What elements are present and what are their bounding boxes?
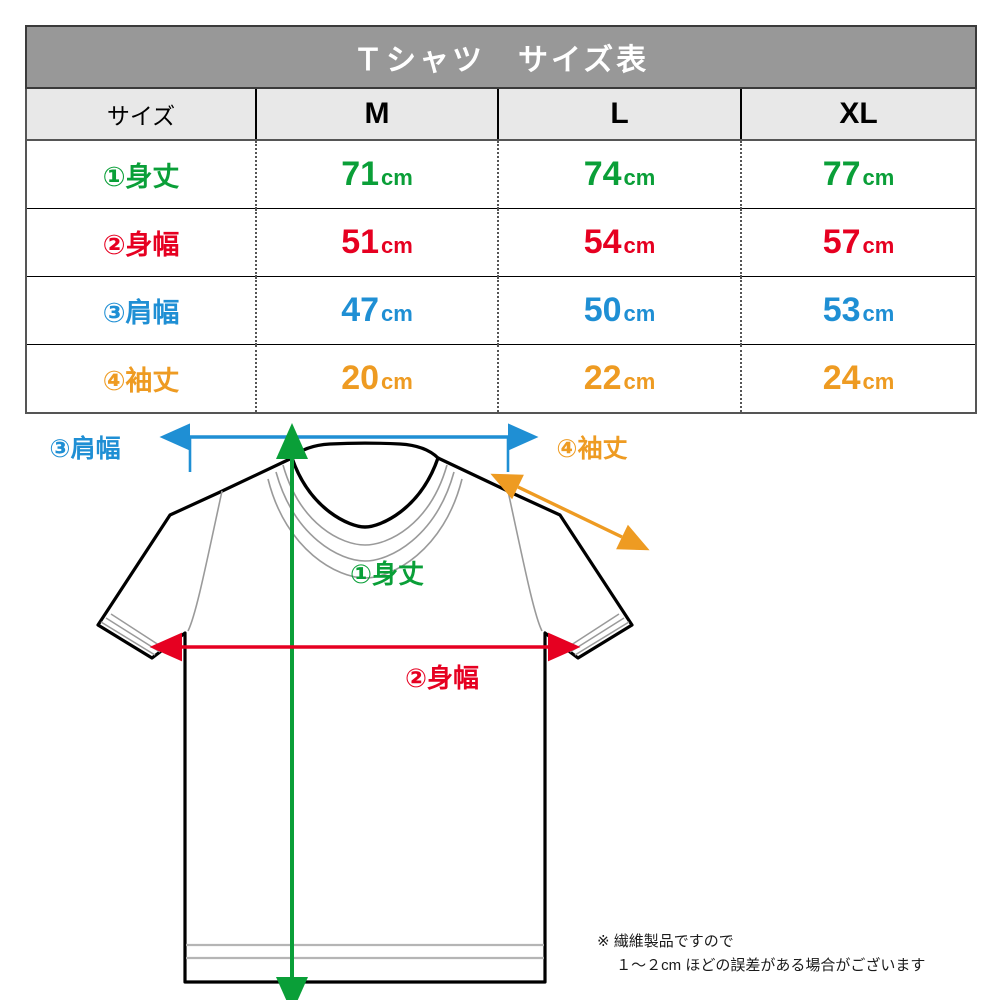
value-text: 71 xyxy=(341,155,380,193)
unit-text: cm xyxy=(623,233,656,258)
body-length-label: ①身丈 xyxy=(350,559,424,589)
cell-body-width-l: 54cm xyxy=(498,208,742,277)
table-row: ③肩幅 47cm 50cm 53cm xyxy=(25,276,978,345)
unit-text: cm xyxy=(623,369,656,394)
column-header-l: L xyxy=(497,88,742,141)
column-header-size: サイズ xyxy=(25,88,257,141)
unit-text: cm xyxy=(623,165,656,190)
row-label-body-length: ①身丈 xyxy=(25,140,257,209)
value-text: 22 xyxy=(583,359,622,397)
value-text: 20 xyxy=(341,359,380,397)
unit-text: cm xyxy=(381,369,413,394)
note-line-1: ※ 繊維製品ですので xyxy=(597,933,734,950)
sleeve-hem-left-1 xyxy=(100,621,156,656)
shirt-outline xyxy=(96,441,634,984)
shoulder-width-measure: ③肩幅 xyxy=(49,423,539,472)
value-text: 57 xyxy=(822,223,861,261)
cell-body-length-l: 74cm xyxy=(498,140,742,209)
body-length-measure: ①身丈 xyxy=(276,423,424,1000)
table-title-row: Ｔシャツ サイズ表 xyxy=(24,25,978,89)
cell-sleeve-length-m: 20cm xyxy=(256,344,499,414)
value-text: 51 xyxy=(341,223,380,261)
cell-body-width-m: 51cm xyxy=(256,208,499,277)
column-header-m: M xyxy=(255,88,499,141)
table-row: ④袖丈 20cm 22cm 24cm xyxy=(25,344,978,414)
body-width-measure: ②身幅 xyxy=(149,632,581,693)
cell-shoulder-width-l: 50cm xyxy=(498,276,742,345)
unit-text: cm xyxy=(623,301,656,326)
table-header-row: サイズ M L XL xyxy=(25,88,978,141)
table-row: ①身丈 71cm 74cm 77cm xyxy=(25,140,978,209)
cell-shoulder-width-xl: 53cm xyxy=(741,276,978,345)
value-text: 53 xyxy=(822,291,861,329)
value-text: 77 xyxy=(822,155,861,193)
shoulder-width-label: ③肩幅 xyxy=(49,434,120,463)
value-text: 47 xyxy=(341,291,380,329)
note-line-2: １〜２cm ほどの誤差がある場合がございます xyxy=(597,957,926,974)
unit-text: cm xyxy=(862,233,895,258)
table-row: ②身幅 51cm 54cm 57cm xyxy=(25,208,978,277)
cell-body-width-xl: 57cm xyxy=(741,208,978,277)
value-text: 50 xyxy=(583,291,622,329)
column-header-xl: XL xyxy=(739,88,978,141)
cell-body-length-xl: 77cm xyxy=(741,140,978,209)
chart-title: Ｔシャツ サイズ表 xyxy=(24,25,978,89)
size-chart-table: Ｔシャツ サイズ表 サイズ M L XL ①身丈 71cm 74cm 77cm … xyxy=(24,25,978,414)
unit-text: cm xyxy=(381,301,413,326)
tshirt-illustration xyxy=(96,441,634,984)
unit-text: cm xyxy=(381,165,413,190)
unit-text: cm xyxy=(381,233,413,258)
value-text: 54 xyxy=(583,223,622,261)
sleeve-length-measure: ④袖丈 xyxy=(490,434,650,551)
unit-text: cm xyxy=(862,301,895,326)
cell-sleeve-length-l: 22cm xyxy=(498,344,742,414)
cell-body-length-m: 71cm xyxy=(256,140,499,209)
row-label-shoulder-width: ③肩幅 xyxy=(25,276,257,345)
unit-text: cm xyxy=(862,165,895,190)
body-width-label: ②身幅 xyxy=(405,663,479,693)
value-text: 24 xyxy=(822,359,861,397)
sleeve-hem-right-1 xyxy=(574,621,630,656)
sleeve-length-label: ④袖丈 xyxy=(556,434,627,463)
tshirt-measurement-diagram: ③肩幅 ④袖丈 ①身丈 ②身幅 xyxy=(0,415,1000,1000)
disclaimer-note: ※ 繊維製品ですので １〜２cm ほどの誤差がある場合がございます xyxy=(597,930,925,978)
row-label-sleeve-length: ④袖丈 xyxy=(25,344,257,414)
cell-sleeve-length-xl: 24cm xyxy=(741,344,978,414)
neckline-outer xyxy=(290,456,440,529)
value-text: 74 xyxy=(583,155,622,193)
row-label-body-width: ②身幅 xyxy=(25,208,257,277)
armhole-seam-left xyxy=(187,490,223,632)
unit-text: cm xyxy=(862,369,895,394)
cell-shoulder-width-m: 47cm xyxy=(256,276,499,345)
sleeve-length-arrow xyxy=(490,473,650,551)
